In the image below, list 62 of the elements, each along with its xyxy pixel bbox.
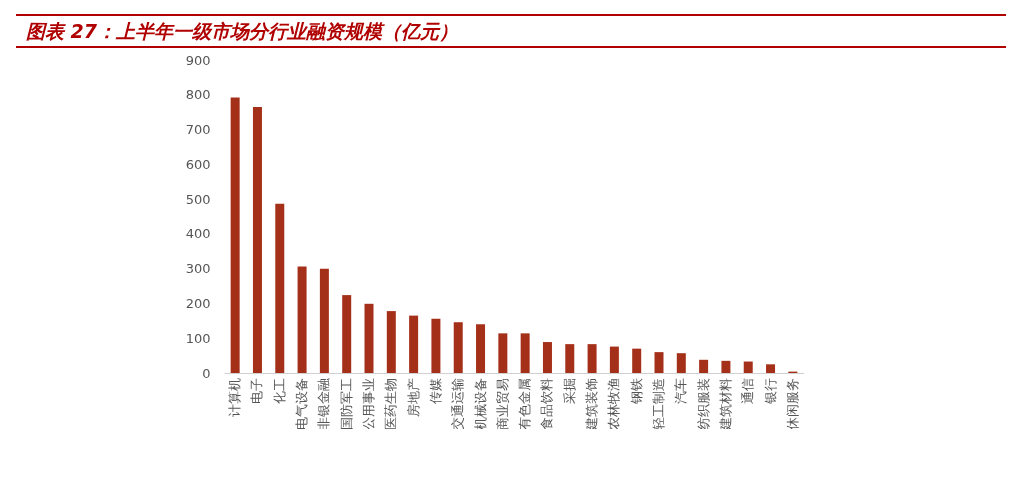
x-tick-label: 通信: [740, 377, 756, 404]
bar: [275, 203, 285, 373]
x-tick-label: 国防军工: [338, 377, 354, 430]
bar: [676, 353, 686, 373]
x-tick-label: 房地产: [405, 377, 421, 417]
x-tick-label: 建筑装饰: [584, 377, 600, 431]
x-tick-label: 医药生物: [383, 377, 399, 430]
x-tick-label: 纺织服装: [695, 377, 711, 430]
bar: [409, 315, 419, 373]
bar: [721, 360, 731, 373]
chart-title: 图表 27：上半年一级市场分行业融资规模（亿元）: [16, 14, 1006, 48]
bar: [252, 106, 262, 373]
x-tick-label: 建筑材料: [717, 377, 733, 431]
y-tick-label: 100: [185, 330, 211, 346]
y-tick-label: 800: [185, 87, 211, 103]
bar: [364, 303, 374, 373]
x-tick-label: 电子: [249, 377, 265, 404]
bar: [431, 318, 441, 373]
x-tick-label: 交通运输: [450, 377, 466, 430]
bar: [542, 342, 552, 373]
bar: [587, 344, 597, 373]
x-tick-label: 农林牧渔: [606, 377, 622, 430]
x-tick-label: 计算机: [227, 377, 243, 417]
x-tick-label: 钢铁: [628, 377, 644, 405]
x-tick-label: 非银金融: [316, 377, 332, 430]
x-tick-label: 有色金属: [517, 377, 533, 430]
x-tick-label: 电气设备: [294, 377, 310, 430]
y-tick-label: 200: [185, 295, 211, 311]
x-tick-label: 传媒: [427, 377, 443, 404]
bar: [699, 359, 709, 373]
y-tick-label: 400: [185, 226, 211, 242]
bar: [565, 344, 575, 373]
x-tick-label: 汽车: [673, 377, 689, 404]
x-tick-label: 化工: [271, 377, 287, 404]
y-tick-label: 700: [185, 122, 211, 138]
x-tick-label: 采掘: [561, 377, 577, 404]
bar: [743, 361, 753, 373]
x-tick-label: 食品饮料: [539, 377, 555, 430]
bar: [654, 352, 664, 373]
bar: [319, 268, 329, 373]
bar: [386, 311, 396, 373]
bar: [632, 348, 642, 373]
bar: [297, 266, 307, 373]
bar: [342, 295, 352, 373]
y-tick-label: 600: [185, 156, 211, 172]
bar: [609, 346, 619, 373]
x-tick-label: 公用事业: [361, 377, 376, 430]
x-tick-label: 轻工制造: [651, 377, 666, 430]
y-tick-label: 500: [185, 191, 211, 207]
bar: [766, 364, 776, 373]
bar: [498, 333, 508, 373]
x-tick-label: 银行: [762, 377, 778, 405]
y-tick-label: 900: [185, 52, 211, 68]
bar: [453, 322, 463, 373]
x-tick-label: 商业贸易: [494, 377, 510, 430]
y-tick-label: 0: [202, 365, 211, 381]
x-tick-label: 休闲服务: [784, 377, 800, 430]
bar: [476, 324, 486, 373]
x-tick-label: 机械设备: [472, 377, 488, 430]
y-tick-label: 300: [185, 261, 211, 277]
bar: [520, 333, 530, 373]
bar: [230, 97, 240, 373]
